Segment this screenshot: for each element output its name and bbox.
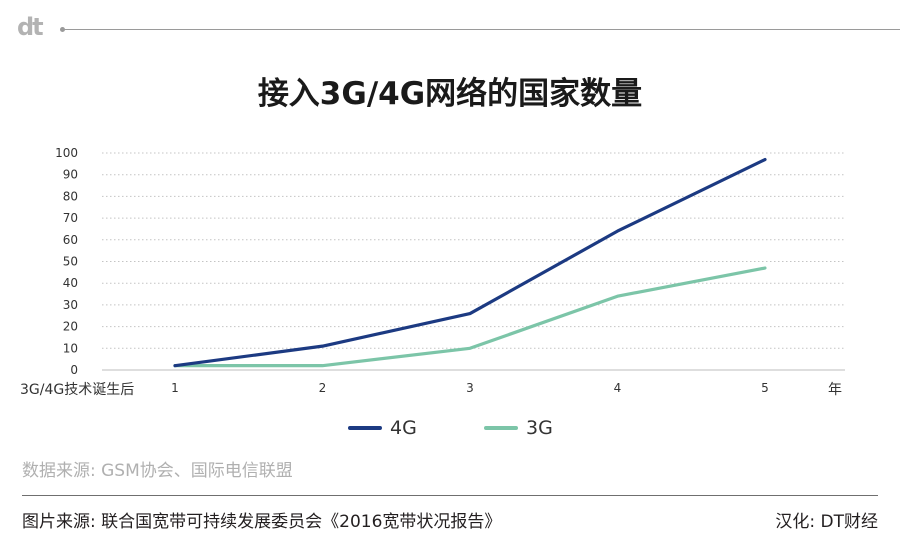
- x-tick-label: 1: [171, 381, 179, 395]
- legend-label-4g: 4G: [390, 417, 417, 439]
- image-source-note: 图片来源: 联合国宽带可持续发展委员会《2016宽带状况报告》: [22, 512, 502, 532]
- y-tick-label: 90: [63, 168, 78, 182]
- footer-divider: [22, 495, 878, 496]
- legend-swatch-3g: [484, 426, 518, 430]
- x-tick-label: 4: [614, 381, 622, 395]
- series-lines: [173, 157, 767, 368]
- legend-label-3g: 3G: [526, 417, 553, 439]
- y-tick-label: 70: [63, 211, 78, 225]
- data-source-note: 数据来源: GSM协会、国际电信联盟: [22, 461, 293, 481]
- header-divider: [64, 29, 900, 30]
- translation-credit: 汉化: DT财经: [775, 512, 878, 532]
- y-axis-ticks: 0 10 20 30 40 50 60 70 80 90 100: [55, 146, 78, 377]
- y-tick-label: 40: [63, 276, 78, 290]
- y-tick-label: 20: [63, 320, 78, 334]
- x-tick-label: 2: [319, 381, 327, 395]
- header-divider-dot: [60, 27, 65, 32]
- chart-title: 接入3G/4G网络的国家数量: [257, 76, 643, 112]
- x-start-label: 3G/4G技术诞生后: [20, 382, 134, 398]
- gridlines: [102, 152, 845, 371]
- y-tick-label: 10: [63, 341, 78, 355]
- series-line-4g: [173, 157, 767, 368]
- dt-logo: dt: [17, 13, 44, 41]
- series-line-3g: [173, 266, 767, 368]
- x-axis-ticks: 3G/4G技术诞生后 1 2 3 4 5 年: [20, 381, 842, 398]
- y-tick-label: 30: [63, 298, 78, 312]
- legend-item-4g: 4G: [348, 415, 417, 441]
- y-tick-label: 100: [55, 146, 78, 160]
- x-tick-label: 5: [761, 381, 769, 395]
- y-tick-label: 50: [63, 255, 78, 269]
- x-axis-unit-label: 年: [828, 382, 842, 398]
- legend-swatch-4g: [348, 426, 382, 430]
- y-tick-label: 0: [70, 363, 78, 377]
- y-tick-label: 80: [63, 189, 78, 203]
- y-tick-label: 60: [63, 233, 78, 247]
- x-tick-label: 3: [466, 381, 474, 395]
- legend-item-3g: 3G: [484, 415, 553, 441]
